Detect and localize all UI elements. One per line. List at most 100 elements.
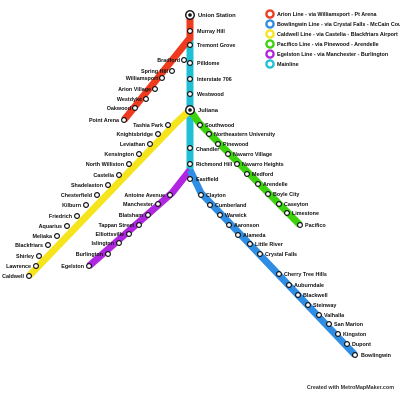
credit-text: Created with MetroMapMaker.com [307, 385, 394, 391]
station-union-station[interactable]: Union Station [184, 9, 236, 21]
station-label: Navarro Village [233, 152, 272, 158]
station-northeastern-university[interactable]: Northeastern University [206, 131, 276, 138]
station-valhalla[interactable]: Valhalla [316, 312, 345, 319]
station-leviathan[interactable]: Leviathan [120, 141, 154, 148]
station-arion-village[interactable]: Arion Village [118, 85, 159, 93]
station-arendelle[interactable]: Arendelle [255, 181, 288, 188]
station-boyle-city[interactable]: Boyle City [265, 191, 300, 198]
legend-item-mainline: Mainline [265, 59, 299, 69]
station-pinewood[interactable]: Pinewood [215, 141, 249, 148]
station-blackwell[interactable]: Blackwell [295, 292, 328, 299]
legend-pacifico-icon [265, 39, 275, 49]
station-label: Juliana [198, 108, 219, 114]
station-bradford[interactable]: Bradford [157, 56, 188, 64]
station-tappan-street[interactable]: Tappan Street [98, 222, 143, 229]
station-chandler[interactable]: Chandler [187, 145, 221, 153]
station-label: Castelia [93, 173, 115, 179]
station-medford[interactable]: Medford [244, 171, 274, 178]
station-burlington[interactable]: Burlington [76, 251, 111, 258]
legend-item-pacifico: Pacifico Line - via Pinewood - Arendelle [265, 39, 379, 49]
station-label: Tremont Grove [197, 43, 235, 49]
station-kilburn[interactable]: Kilburn [62, 202, 89, 209]
station-spring-hill[interactable]: Spring Hill [141, 67, 176, 75]
station-label: Kilburn [62, 203, 81, 209]
legend-caldwell-icon [265, 29, 275, 39]
station-elliottsville[interactable]: Elliottsville [96, 231, 132, 238]
station-label: North Williston [86, 162, 124, 168]
station-tashia-park[interactable]: Tashia Park [133, 121, 172, 129]
station-clayton[interactable]: Clayton [198, 192, 226, 199]
station-westwood[interactable]: Westwood [187, 90, 224, 98]
station-label: Pilldome [197, 61, 219, 67]
station-pilldome[interactable]: Pilldome [187, 59, 220, 67]
legend-bowlingwin-icon [265, 19, 275, 29]
station-label: Williamsport [126, 76, 159, 82]
station-shirley[interactable]: Shirley [16, 253, 42, 260]
station-interstate-706[interactable]: Interstate 706 [187, 75, 232, 83]
station-label: Oakwood [107, 106, 131, 112]
station-steinway[interactable]: Steinway [305, 302, 337, 309]
station-label: Limestone [292, 211, 319, 217]
station-label: Pinewood [223, 142, 248, 148]
station-cherry-tree-hills[interactable]: Cherry Tree Hills [276, 271, 327, 278]
station-limestone[interactable]: Limestone [284, 210, 319, 217]
station-crystal-falls[interactable]: Crystal Falls [257, 251, 297, 258]
station-pacifico[interactable]: Pacifico [297, 222, 327, 229]
station-label: Kingston [343, 332, 366, 338]
station-kensington[interactable]: Kensington [104, 151, 143, 158]
station-bowlingwin[interactable]: Bowlingwin [352, 352, 391, 359]
station-knightsbridge[interactable]: Knightsbridge [116, 131, 162, 138]
station-label: Caseyton [284, 202, 308, 208]
station-kingston[interactable]: Kingston [335, 331, 367, 338]
station-williamsport[interactable]: Williamsport [126, 74, 166, 82]
station-meliaka[interactable]: Meliaka [33, 233, 60, 240]
station-chesterfield[interactable]: Chesterfield [61, 192, 100, 199]
station-label: Aquarius [39, 224, 62, 230]
station-shadelaston[interactable]: Shadelaston [71, 182, 111, 189]
station-label: Richmond Hill [196, 162, 233, 168]
station-north-williston[interactable]: North Williston [86, 161, 132, 168]
station-castelia[interactable]: Castelia [93, 172, 122, 179]
station-egelston[interactable]: Egelston [61, 263, 92, 270]
station-islington[interactable]: Islington [92, 240, 122, 247]
station-blackfriars[interactable]: Blackfriars [15, 242, 51, 249]
station-westdyke[interactable]: Westdyke [117, 95, 150, 103]
legend-egelston-icon [265, 49, 275, 59]
station-navarro-heights[interactable]: Navarro Heights [234, 161, 284, 168]
station-little-river[interactable]: Little River [247, 241, 284, 248]
station-murray-hill[interactable]: Murray Hill [187, 28, 226, 35]
station-san-marion[interactable]: San Marion [326, 321, 363, 328]
station-alameda[interactable]: Alameda [235, 232, 267, 239]
legend-label: Bowlingwin Line - via Crystal Falls - Mc… [277, 22, 400, 28]
station-eastfield[interactable]: Eastfield [187, 176, 219, 183]
station-point-arena[interactable]: Point Arena [89, 116, 127, 124]
station-juliana[interactable]: Juliana [184, 104, 219, 115]
station-cumberland[interactable]: Cumberland [207, 202, 247, 209]
station-aquarius[interactable]: Aquarius [39, 223, 70, 230]
station-richmond-hill[interactable]: Richmond Hill [187, 161, 233, 168]
station-label: Caldwell [2, 274, 24, 280]
station-dupont[interactable]: Dupont [344, 341, 371, 348]
arion-route [121, 15, 194, 123]
station-label: Alameda [243, 233, 266, 239]
station-blatsham[interactable]: Blatsham [119, 212, 152, 219]
station-label: Blatsham [119, 213, 143, 219]
station-oakwood[interactable]: Oakwood [107, 104, 139, 112]
station-label: Valhalla [324, 313, 345, 319]
station-label: Meliaka [33, 234, 53, 240]
station-caseyton[interactable]: Caseyton [276, 201, 309, 208]
station-southwood[interactable]: Southwood [197, 121, 235, 129]
station-aaronson[interactable]: Aaronson [226, 222, 260, 229]
station-navarro-village[interactable]: Navarro Village [225, 151, 273, 158]
station-lawrence[interactable]: Lawrence [6, 263, 39, 270]
station-label: Auburndale [294, 283, 324, 289]
station-label: Lawrence [6, 264, 31, 270]
station-antoine-avenue[interactable]: Antoine Avenue [124, 192, 174, 199]
station-caldwell[interactable]: Caldwell [2, 273, 33, 280]
station-tremont-grove[interactable]: Tremont Grove [187, 41, 236, 49]
station-manchester[interactable]: Manchester [123, 201, 162, 208]
station-auburndale[interactable]: Auburndale [286, 282, 324, 289]
station-friedrich[interactable]: Friedrich [49, 213, 80, 220]
station-warwick[interactable]: Warwick [217, 212, 247, 219]
